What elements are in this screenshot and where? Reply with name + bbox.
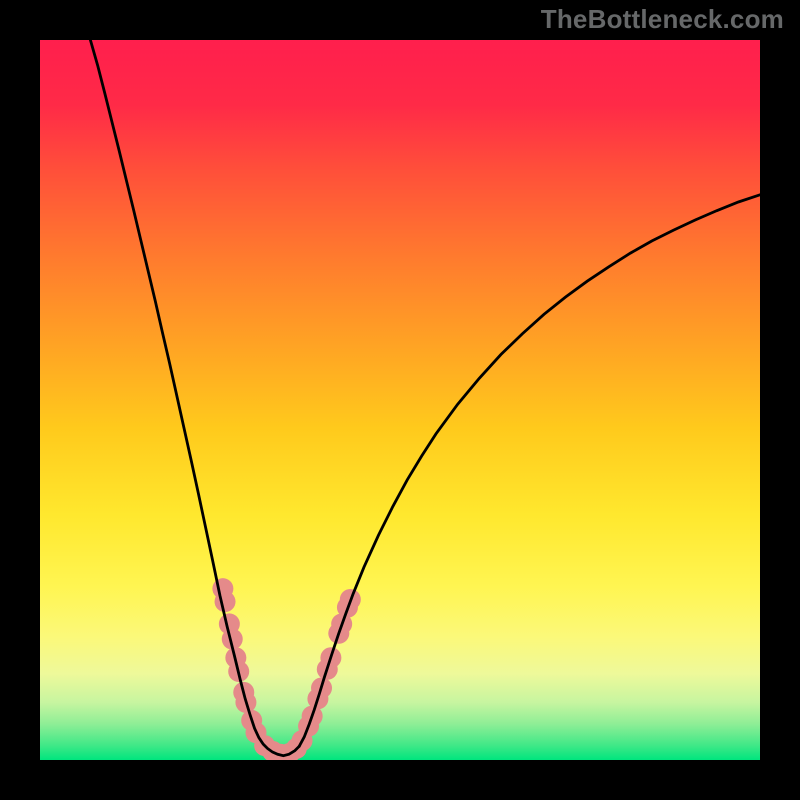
watermark-text: TheBottleneck.com: [541, 4, 784, 35]
outer-frame: TheBottleneck.com: [0, 0, 800, 800]
background-rect: [40, 40, 760, 760]
chart-svg: [40, 40, 760, 760]
marker-dot: [215, 591, 236, 612]
plot-area: [40, 40, 760, 760]
